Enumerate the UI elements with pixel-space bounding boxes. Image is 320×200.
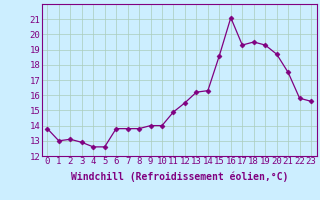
- X-axis label: Windchill (Refroidissement éolien,°C): Windchill (Refroidissement éolien,°C): [70, 172, 288, 182]
